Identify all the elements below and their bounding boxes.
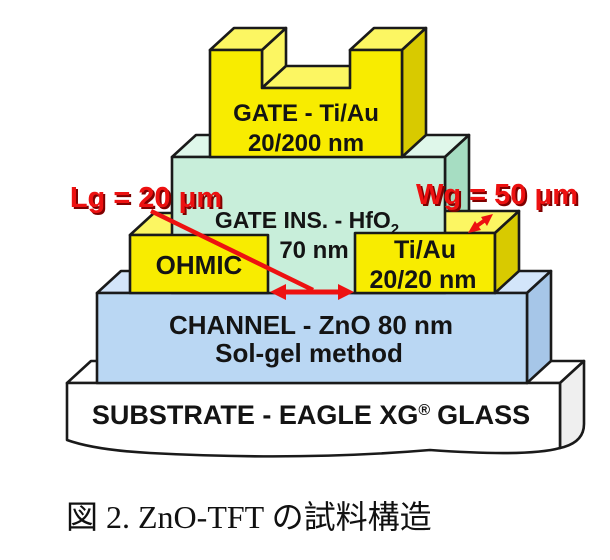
ohmic-label: OHMIC (156, 250, 243, 280)
figure-caption: 図 2. ZnO-TFT の試料構造 (66, 492, 606, 538)
drain-contact-right-face (493, 209, 521, 295)
registered-trademark-symbol: ® (418, 402, 430, 419)
gate-insulator-label-subscript: 2 (391, 221, 399, 238)
tft-structure-diagram: Lg = 20 μm Lg = 20 μm Wg = 50 μm Wg = 50… (65, 26, 586, 458)
substrate-right-face (558, 359, 586, 450)
gate-insulator-label: GATE INS. - HfO2 (215, 207, 399, 238)
channel-label-line1: CHANNEL - ZnO 80 nm (169, 310, 453, 340)
gate-width-arrowhead-front (468, 221, 481, 233)
substrate-front-face (65, 381, 562, 458)
substrate-label-post: GLASS (437, 400, 530, 430)
gate-insulator-label-main: GATE INS. - HfO (215, 207, 391, 233)
gate-label-line2: 20/200 nm (248, 130, 364, 157)
channel-label-line2: Sol-gel method (215, 338, 403, 368)
gate-label-line1: GATE - Ti/Au (233, 100, 379, 127)
gate-front-face (208, 48, 404, 159)
gate-right-face (400, 26, 428, 159)
figure-caption-text: 図 2. ZnO-TFT の試料構造 (66, 499, 432, 535)
gate-width-label-shadow: Wg = 50 μm (418, 181, 580, 213)
gate-insulator-thickness-label: 70 nm (279, 237, 348, 264)
gate-width-label: Wg = 50 μm (416, 179, 578, 211)
gate-length-leader-line (150, 208, 314, 293)
gate-length-label-shadow: Lg = 20 μm (72, 184, 224, 216)
gate-length-arrowhead-right (338, 284, 354, 300)
substrate-label-pre: SUBSTRATE - EAGLE XG (92, 400, 419, 430)
substrate-label: SUBSTRATE - EAGLE XG® GLASS (92, 400, 530, 430)
gate-length-label: Lg = 20 μm (70, 182, 222, 214)
drain-contact-label-line2: 20/20 nm (369, 266, 476, 294)
gate-width-arrowhead-back (481, 214, 493, 226)
drain-contact-label-line1: Ti/Au (394, 236, 456, 264)
gate-length-arrowhead-left (270, 284, 286, 300)
